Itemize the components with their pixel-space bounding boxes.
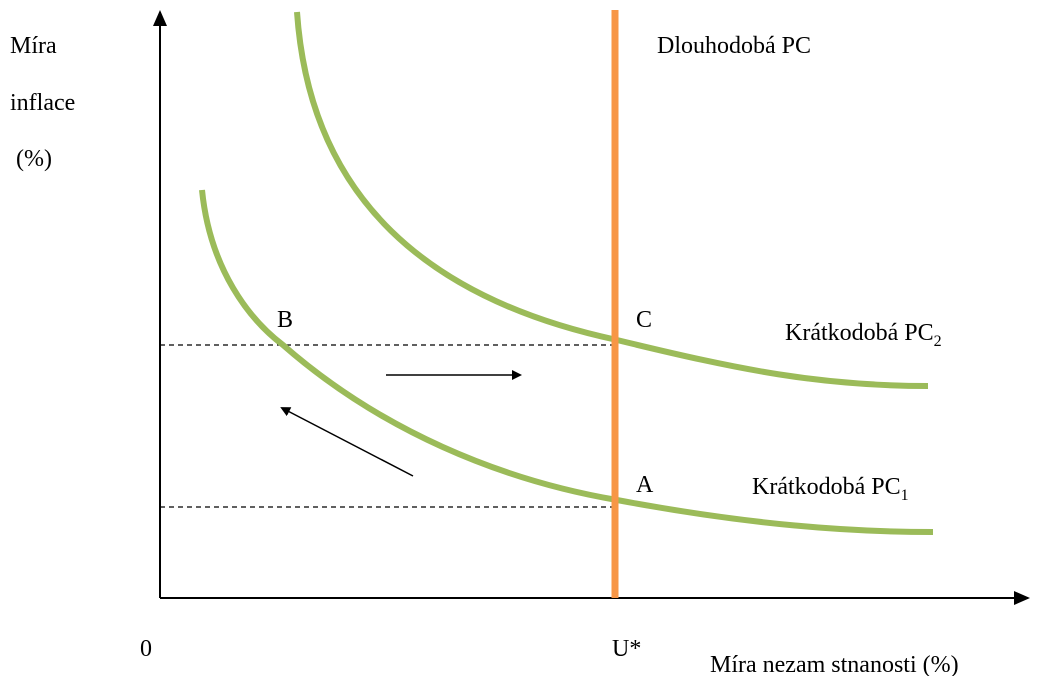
label-subscript: 2 xyxy=(934,333,942,350)
point-label: A xyxy=(636,472,654,498)
y-axis-label: Míra xyxy=(10,33,57,59)
origin-label: 0 xyxy=(140,636,152,662)
long-run-label: Dlouhodobá PC xyxy=(657,33,811,59)
natural-rate-label: U* xyxy=(612,636,641,662)
arrow xyxy=(280,407,414,477)
y-axis-label: inflace xyxy=(10,90,75,116)
short-run-curve xyxy=(294,11,929,389)
short-run-curve xyxy=(199,189,934,535)
point-label: B xyxy=(277,307,293,333)
label-subscript: 1 xyxy=(901,487,909,504)
y-axis-label: (%) xyxy=(16,146,52,172)
short-run-label: Krátkodobá PC2 xyxy=(785,320,942,350)
short-run-label: Krátkodobá PC1 xyxy=(752,474,909,504)
label-text: Krátkodobá PC xyxy=(785,320,934,346)
point-label: C xyxy=(636,307,652,333)
label-text: Krátkodobá PC xyxy=(752,474,901,500)
x-axis-label: Míra nezam stnanosti (%) xyxy=(710,652,959,676)
